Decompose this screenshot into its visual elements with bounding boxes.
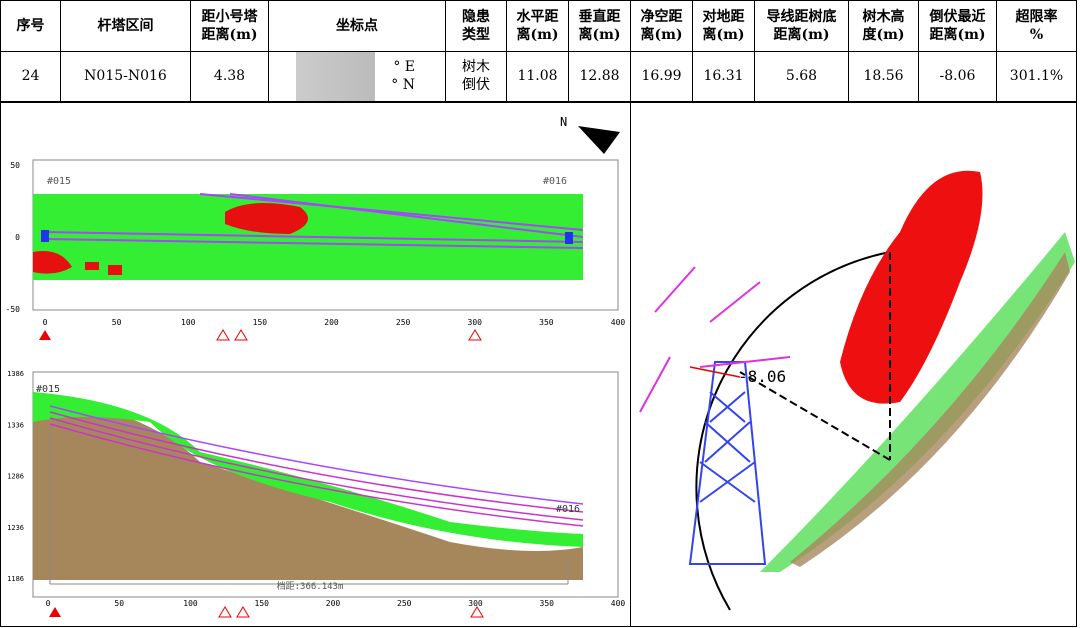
y-tick-label: 50 [10,161,20,170]
span-label: 档距:366.143m [277,580,344,592]
cell: 11.08 [506,50,569,102]
x-tick-label: 50 [112,318,122,327]
svg-text:N: N [560,115,567,129]
x-tick-label: 250 [397,599,412,608]
x-tick-label: 200 [324,318,339,327]
plan-view [32,159,619,341]
header-cell: 净空距 离(m) [630,0,693,52]
cell: 301.1% [996,50,1077,102]
x-tick-label: 150 [253,318,268,327]
profile-view [32,371,619,618]
cell: 16.99 [630,50,693,102]
table-row: 24 N015-N016 4.38 ° E ° N 树木 倒伏 11.08 12.88 16.… [0,50,1077,102]
x-tick-label: 0 [43,318,48,327]
x-tick-label: 350 [540,599,555,608]
x-tick-label: 300 [468,599,483,608]
cell: -8.06 [918,50,997,102]
table-row: 序号 杆塔区间 距小号塔 距离(m) 坐标点 隐患 类型 水平距 离(m) 垂直距 离(m)… [0,0,1077,52]
tower-label: #016 [543,176,567,187]
header-cell: 对地距 离(m) [692,0,755,52]
x-tick-label: 100 [181,318,196,327]
cell: 18.56 [848,50,919,102]
header-cell: 垂直距 离(m) [568,0,631,52]
header-cell: 隐患 类型 [445,0,507,52]
figures: N -8.06 0 50 100 150 200 250 300 350 400 50 0 -50 #0… [0,102,1077,627]
x-tick-label: 150 [255,599,270,608]
tower-label: #015 [47,176,71,187]
header-cell: 杆塔区间 [60,0,191,52]
header-cell: 超限率 % [996,0,1077,52]
cell: ° E ° N [268,50,446,102]
tower-label: #015 [36,384,60,395]
x-tick-label: 100 [183,599,198,608]
tower-label: #016 [556,504,580,515]
x-tick-label: 400 [611,318,626,327]
x-tick-label: 50 [114,599,124,608]
cell: 24 [0,50,61,102]
cell: 树木 倒伏 [445,50,507,102]
north-arrow: N [560,115,620,154]
y-tick-label: 1336 [7,421,24,429]
header-cell: 水平距 离(m) [506,0,569,52]
x-tick-label: 0 [46,599,51,608]
x-tick-label: 300 [468,318,483,327]
view-3d: -8.06 [639,170,1075,611]
y-tick-label: 1186 [7,575,24,583]
y-tick-label: 1236 [7,524,24,532]
y-tick-label: 1286 [7,473,24,481]
x-tick-label: 350 [539,318,554,327]
cell: 5.68 [754,50,849,102]
header-cell: 距小号塔 距离(m) [190,0,269,52]
report-table: 序号 杆塔区间 距小号塔 距离(m) 坐标点 隐患 类型 水平距 离(m) 垂直距 离(m)… [0,0,1077,102]
y-tick-label: 0 [15,233,20,242]
header-cell: 序号 [0,0,61,52]
y-tick-label: -50 [6,305,21,314]
right-panel [630,102,1077,627]
cell: N015-N016 [60,50,191,102]
cell: 12.88 [568,50,631,102]
y-tick-label: 1386 [7,370,24,378]
distance-label: -8.06 [738,367,786,386]
x-tick-label: 200 [326,599,341,608]
header-cell: 树木高 度(m) [848,0,919,52]
x-tick-label: 250 [396,318,411,327]
header-cell: 导线距树底 距离(m) [754,0,849,52]
cell: 16.31 [692,50,755,102]
cell: 4.38 [190,50,269,102]
header-cell: 坐标点 [268,0,446,52]
x-tick-label: 400 [611,599,626,608]
header-cell: 倒伏最近 距离(m) [918,0,997,52]
